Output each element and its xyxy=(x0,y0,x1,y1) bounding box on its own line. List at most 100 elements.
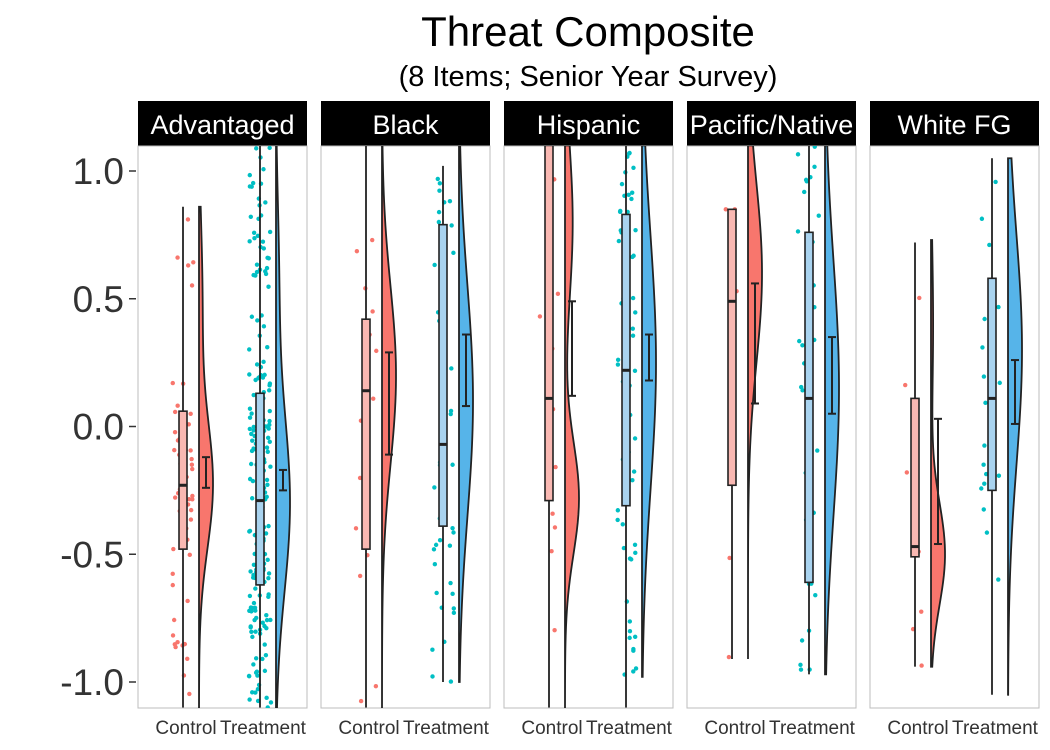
box xyxy=(178,410,188,550)
data-point xyxy=(816,213,821,218)
data-point xyxy=(626,192,631,198)
data-point xyxy=(432,262,437,268)
data-point xyxy=(373,683,379,689)
x-tick-label: Treatment xyxy=(220,718,307,739)
data-point xyxy=(247,415,253,420)
data-point xyxy=(984,530,990,535)
data-point xyxy=(727,555,732,561)
data-point xyxy=(260,656,265,662)
data-point xyxy=(630,478,635,483)
data-point xyxy=(264,265,270,271)
strip-background xyxy=(138,101,307,146)
data-point xyxy=(447,543,453,548)
data-point xyxy=(629,196,634,202)
box xyxy=(621,213,631,507)
box xyxy=(438,223,448,527)
data-point xyxy=(185,598,190,604)
strip-label: Black xyxy=(372,110,439,140)
data-point xyxy=(248,605,254,610)
data-point xyxy=(247,372,252,377)
data-point xyxy=(537,314,543,319)
data-point xyxy=(250,438,255,443)
data-point xyxy=(248,569,253,574)
data-point xyxy=(904,470,910,475)
data-point xyxy=(982,316,987,322)
y-tick-label: -0.5 xyxy=(60,534,124,575)
data-point xyxy=(251,392,256,398)
data-point xyxy=(627,635,632,641)
data-point xyxy=(252,235,257,241)
strip-label: Advantaged xyxy=(150,110,294,140)
x-tick-label: Control xyxy=(521,718,582,739)
data-point xyxy=(253,629,258,634)
data-point xyxy=(633,310,638,315)
data-point xyxy=(251,662,256,667)
data-point xyxy=(448,580,453,586)
data-point xyxy=(255,318,260,323)
data-point xyxy=(268,464,273,469)
chart-title: Threat Composite xyxy=(421,8,755,55)
data-point xyxy=(370,309,375,314)
data-point xyxy=(173,644,178,650)
data-point xyxy=(433,542,439,548)
data-point xyxy=(799,384,804,390)
data-point xyxy=(254,262,260,267)
data-point xyxy=(185,217,191,222)
data-point xyxy=(251,428,256,433)
data-point xyxy=(170,571,175,577)
data-point xyxy=(267,146,272,151)
data-point xyxy=(267,422,272,428)
data-point xyxy=(616,238,622,244)
data-point xyxy=(185,656,190,662)
data-point xyxy=(432,485,437,490)
data-point xyxy=(250,478,256,484)
data-point xyxy=(981,462,986,467)
data-point xyxy=(264,625,269,631)
panel-border xyxy=(137,145,308,709)
data-point xyxy=(266,256,271,261)
data-point xyxy=(552,525,558,530)
data-point xyxy=(253,656,259,661)
data-point xyxy=(175,639,180,645)
data-point xyxy=(250,634,255,640)
data-point xyxy=(615,517,620,523)
data-point xyxy=(265,435,271,440)
data-point xyxy=(802,189,807,195)
data-point xyxy=(249,431,254,437)
data-point xyxy=(170,380,175,386)
data-point xyxy=(437,181,443,186)
data-point xyxy=(797,338,802,344)
data-point xyxy=(263,200,268,205)
panel: Pacific/Native Control Treatment xyxy=(686,101,857,739)
data-point xyxy=(627,629,633,634)
data-point xyxy=(264,477,270,483)
data-point xyxy=(996,304,1001,310)
data-point xyxy=(170,633,176,638)
violin-control xyxy=(564,146,580,708)
data-point xyxy=(436,209,442,215)
data-point xyxy=(812,164,817,169)
data-point xyxy=(632,368,638,374)
data-point xyxy=(187,691,192,697)
data-point xyxy=(249,411,254,416)
data-point xyxy=(188,517,194,522)
data-point xyxy=(255,687,261,692)
data-point xyxy=(191,260,196,265)
panel-body xyxy=(537,146,657,708)
data-point xyxy=(251,424,256,430)
panel-body xyxy=(353,146,474,708)
data-point xyxy=(251,230,257,235)
data-point xyxy=(437,188,442,193)
chart-subtitle: (8 Items; Senior Year Survey) xyxy=(399,61,778,93)
data-point xyxy=(917,295,922,301)
data-point xyxy=(430,647,435,652)
data-point xyxy=(436,219,442,225)
data-point xyxy=(981,374,987,379)
violin-treatment xyxy=(1007,157,1023,696)
data-point xyxy=(247,529,252,534)
data-point xyxy=(249,314,255,319)
data-point xyxy=(987,242,992,248)
data-point xyxy=(798,662,803,668)
